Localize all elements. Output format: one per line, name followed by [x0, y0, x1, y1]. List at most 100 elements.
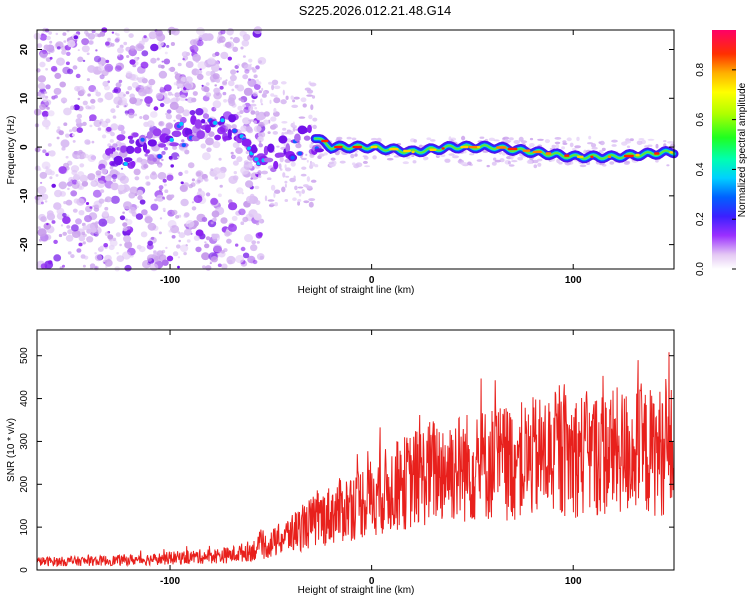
spec-noise-blob	[134, 176, 140, 181]
spec-noise-blob	[163, 84, 172, 92]
spec-halo-blob	[479, 136, 485, 139]
spec-noise-blob	[95, 91, 101, 97]
snr-y-tick-label: 100	[19, 518, 30, 535]
spectrogram-blobs	[33, 26, 676, 272]
spec-noise-blob	[66, 225, 71, 229]
spec-noise-blob	[210, 256, 218, 263]
ridge-blob	[228, 114, 237, 123]
spec-noise-blob	[238, 208, 246, 216]
ridge-blob	[267, 143, 275, 153]
spec-noise-blob	[129, 97, 138, 105]
spec-noise-blob	[103, 243, 109, 248]
spec-noise-blob	[273, 107, 277, 113]
spec-noise-blob	[110, 131, 115, 137]
spec-noise-blob	[46, 210, 54, 217]
spec-noise-blob	[161, 158, 164, 162]
spec-noise-blob	[191, 206, 197, 211]
spec-noise-blob	[147, 104, 151, 107]
ridge-blob	[111, 147, 116, 152]
spec-noise-blob	[231, 124, 237, 129]
spec-noise-blob	[106, 126, 112, 132]
spec-noise-blob	[58, 130, 64, 136]
spec-noise-blob	[179, 116, 187, 124]
spec-noise-blob	[253, 74, 258, 79]
ridge-blob	[303, 135, 311, 141]
spec-noise-blob	[40, 201, 44, 205]
spec-noise-blob	[255, 110, 260, 116]
spec-noise-blob	[87, 33, 96, 40]
spec-noise-blob	[167, 91, 173, 96]
spec-noise-blob	[261, 87, 264, 92]
spec-noise-blob	[81, 231, 86, 236]
ridge-blob	[116, 134, 126, 141]
spec-noise-blob	[77, 171, 85, 178]
spec-x-tick-label: 0	[369, 275, 375, 286]
spec-noise-blob	[67, 39, 76, 48]
spec-noise-blob	[93, 55, 102, 63]
spec-noise-blob	[42, 98, 48, 103]
spec-noise-blob	[127, 86, 133, 91]
spec-noise-blob	[177, 156, 180, 159]
spec-noise-blob	[270, 93, 275, 97]
spectrogram-frame	[36, 29, 675, 270]
spec-noise-blob	[108, 244, 115, 251]
spec-noise-blob	[75, 118, 82, 124]
spec-noise-blob	[248, 58, 253, 63]
spec-noise-blob	[53, 87, 62, 95]
spec-noise-blob	[300, 97, 307, 103]
spec-noise-blob	[242, 216, 249, 223]
colorbar-label: Normalized spectral amplitude	[737, 82, 748, 217]
spec-noise-blob	[250, 103, 257, 107]
spec-noise-blob	[168, 229, 172, 233]
spec-noise-blob	[185, 61, 194, 68]
spec-noise-blob	[156, 33, 166, 42]
spec-halo-blob	[364, 165, 371, 168]
spec-noise-blob	[205, 192, 211, 197]
spec-noise-blob	[162, 196, 165, 199]
ridge-hot-segment	[507, 147, 518, 151]
ridge-blob	[301, 127, 309, 134]
spec-noise-blob	[147, 222, 157, 231]
spec-noise-blob	[128, 112, 135, 119]
spec-noise-blob	[209, 262, 212, 265]
spec-noise-blob	[84, 139, 91, 145]
spec-noise-blob	[196, 73, 204, 80]
ridge-hot-segment	[545, 152, 552, 155]
colorbar-ticks: 0.0 0.2 0.4 0.6 0.8	[695, 62, 736, 276]
spec-noise-blob	[300, 173, 307, 177]
spec-noise-blob	[205, 137, 214, 146]
spec-noise-blob	[213, 87, 220, 94]
spec-noise-blob	[301, 189, 306, 194]
ridge-blob	[157, 143, 167, 148]
spec-noise-blob	[116, 252, 119, 255]
spec-halo-blob	[569, 142, 574, 148]
spec-halo-blob	[370, 137, 378, 141]
spec-halo-blob	[362, 160, 368, 164]
spec-noise-blob	[244, 234, 253, 243]
spec-noise-blob	[157, 172, 167, 180]
spec-noise-blob	[115, 232, 121, 237]
spec-noise-blob	[141, 50, 149, 57]
spec-noise-blob	[93, 119, 102, 128]
spec-noise-blob	[46, 223, 49, 226]
spec-halo-blob	[422, 156, 428, 161]
spec-noise-blob	[256, 241, 260, 244]
ridge-hot-segment	[334, 145, 343, 149]
spec-noise-blob	[122, 251, 131, 260]
spec-noise-blob	[249, 161, 253, 164]
spec-noise-blob	[141, 36, 149, 43]
spec-noise-blob	[47, 260, 53, 265]
spec-noise-blob	[189, 45, 199, 53]
spec-noise-blob	[204, 178, 209, 182]
spec-noise-blob	[46, 35, 51, 41]
ridge-blob	[196, 130, 205, 140]
spec-noise-blob	[187, 162, 195, 169]
spec-noise-blob	[181, 51, 189, 58]
spec-noise-blob	[205, 236, 211, 241]
spec-noise-blob	[203, 86, 210, 93]
spec-noise-blob	[62, 231, 67, 236]
spec-halo-blob	[576, 136, 580, 142]
spec-halo-blob	[562, 142, 568, 145]
spec-noise-blob	[37, 228, 47, 237]
ridge-hot-blob	[290, 155, 295, 160]
